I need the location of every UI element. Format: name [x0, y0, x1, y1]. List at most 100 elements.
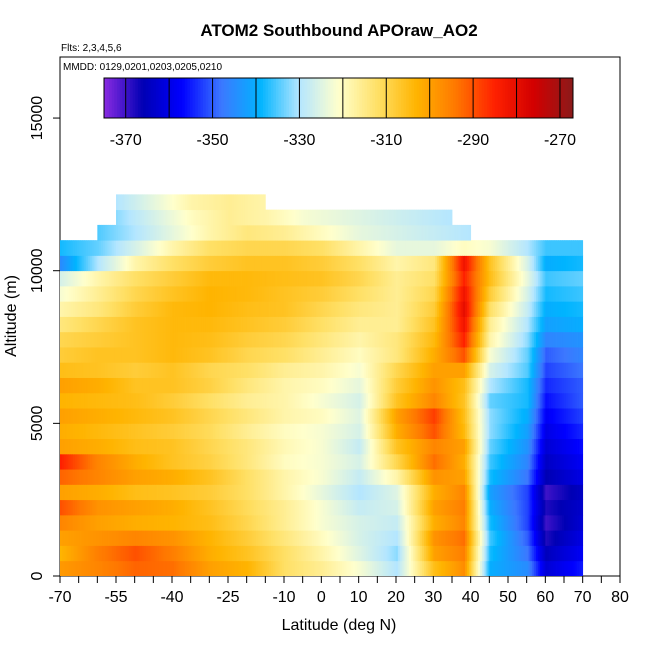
- heatmap-cell: [577, 316, 580, 333]
- heatmap-cell: [295, 514, 298, 531]
- heatmap-cell: [323, 530, 326, 546]
- heatmap-cell: [410, 301, 414, 317]
- heatmap-cell: [278, 514, 281, 531]
- heatmap-cell: [237, 316, 240, 333]
- heatmap-cell: [108, 316, 111, 333]
- heatmap-cell: [547, 438, 550, 455]
- heatmap-cell: [246, 545, 249, 562]
- heatmap-cell: [289, 530, 292, 546]
- heatmap-cell: [390, 301, 393, 317]
- heatmap-cell: [319, 362, 322, 378]
- heatmap-cell: [435, 545, 438, 562]
- heatmap-cell: [196, 331, 199, 348]
- heatmap-cell: [121, 499, 124, 516]
- heatmap-cell: [379, 438, 382, 455]
- heatmap-cell: [351, 316, 354, 333]
- heatmap-cell: [489, 316, 492, 333]
- heatmap-cell: [110, 392, 113, 409]
- heatmap-cell: [116, 453, 119, 470]
- heatmap-cell: [155, 316, 158, 333]
- heatmap-cell: [224, 301, 227, 317]
- heatmap-cell: [532, 530, 535, 546]
- heatmap-cell: [550, 392, 554, 409]
- heatmap-cell: [287, 499, 290, 516]
- heatmap-cell: [388, 545, 391, 562]
- heatmap-cell: [91, 438, 94, 455]
- heatmap-cell: [91, 392, 94, 409]
- heatmap-cell: [524, 331, 528, 348]
- heatmap-cell: [114, 347, 117, 363]
- heatmap-cell: [468, 347, 472, 363]
- heatmap-cell: [360, 484, 363, 501]
- heatmap-cell: [308, 423, 311, 440]
- heatmap-cell: [515, 499, 518, 516]
- heatmap-cell: [502, 347, 505, 363]
- heatmap-cell: [285, 453, 289, 470]
- heatmap-cell: [459, 347, 462, 363]
- heatmap-cell: [213, 560, 216, 576]
- heatmap-cell: [429, 484, 432, 501]
- heatmap-cell: [185, 408, 188, 424]
- heatmap-cell: [136, 469, 139, 485]
- heatmap-cell: [254, 484, 257, 501]
- heatmap-cell: [424, 453, 427, 470]
- heatmap-cell: [218, 408, 221, 424]
- heatmap-cell: [511, 423, 514, 440]
- heatmap-cell: [414, 514, 417, 531]
- heatmap-cell: [295, 408, 298, 424]
- heatmap-cell: [164, 408, 167, 424]
- heatmap-cell: [61, 331, 65, 348]
- heatmap-cell: [308, 331, 311, 348]
- heatmap-cell: [78, 316, 81, 333]
- heatmap-cell: [88, 331, 91, 348]
- heatmap-cell: [136, 423, 139, 440]
- heatmap-cell: [151, 362, 154, 378]
- heatmap-cell: [506, 545, 509, 562]
- heatmap-cell: [285, 347, 289, 363]
- heatmap-cell: [272, 438, 276, 455]
- heatmap-cell: [313, 514, 317, 531]
- heatmap-cell: [356, 499, 360, 516]
- heatmap-cell: [95, 453, 98, 470]
- heatmap-cell: [336, 514, 339, 531]
- heatmap-cell: [569, 438, 572, 455]
- heatmap-cell: [73, 469, 76, 485]
- heatmap-cell: [194, 362, 197, 378]
- heatmap-cell: [485, 362, 488, 378]
- heatmap-cell: [173, 499, 177, 516]
- heatmap-cell: [429, 453, 432, 470]
- heatmap-cell: [448, 545, 451, 562]
- heatmap-cell: [440, 392, 444, 409]
- heatmap-cell: [76, 560, 80, 576]
- heatmap-cell: [399, 392, 402, 409]
- heatmap-cell: [326, 331, 330, 348]
- heatmap-cell: [183, 347, 186, 363]
- heatmap-cell: [280, 377, 283, 394]
- heatmap-cell: [186, 362, 190, 378]
- heatmap-cell: [435, 530, 438, 546]
- heatmap-cell: [304, 530, 307, 546]
- heatmap-cell: [190, 545, 193, 562]
- heatmap-cell: [89, 362, 93, 378]
- heatmap-cell: [117, 484, 121, 501]
- heatmap-cell: [235, 331, 238, 348]
- heatmap-cell: [308, 560, 311, 576]
- heatmap-cell: [487, 347, 490, 363]
- heatmap-cell: [521, 484, 524, 501]
- heatmap-cell: [60, 408, 63, 424]
- heatmap-cell: [513, 469, 516, 485]
- heatmap-cell: [190, 377, 193, 394]
- heatmap-cell: [315, 392, 318, 409]
- heatmap-cell: [198, 469, 201, 485]
- heatmap-cell: [194, 484, 197, 501]
- heatmap-cell: [207, 453, 210, 470]
- heatmap-cell: [259, 423, 262, 440]
- heatmap-cell: [106, 408, 109, 424]
- heatmap-cell: [478, 530, 481, 546]
- heatmap-cell: [343, 499, 346, 516]
- heatmap-cell: [233, 362, 236, 378]
- heatmap-cell: [536, 545, 539, 562]
- heatmap-cell: [431, 408, 434, 424]
- heatmap-cell: [71, 423, 74, 440]
- heatmap-cell: [201, 347, 205, 363]
